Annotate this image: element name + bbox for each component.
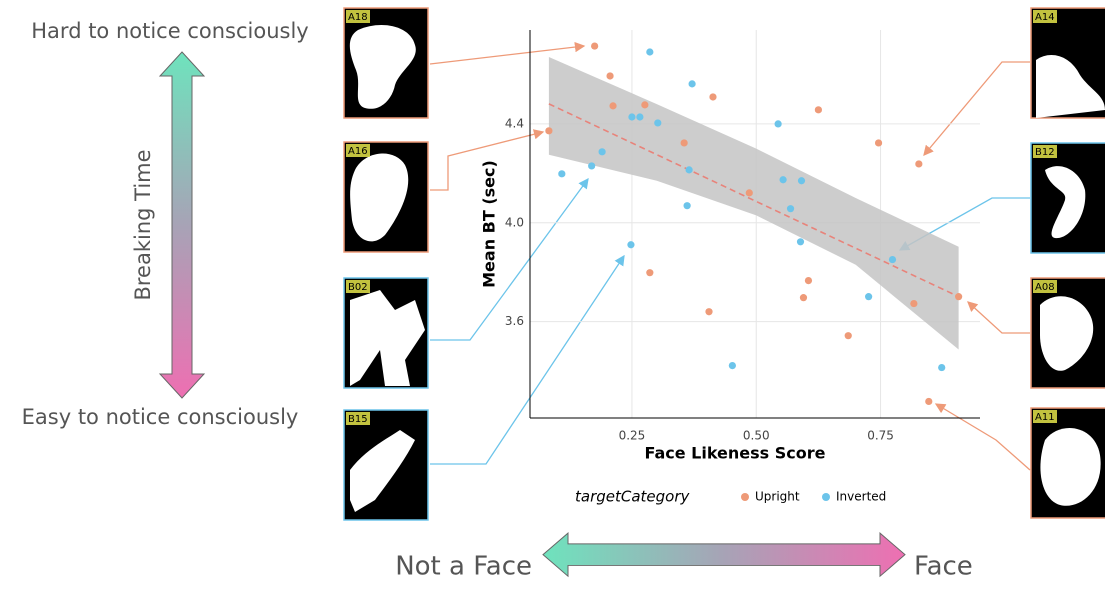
y-tick-label: 3.6 bbox=[505, 314, 524, 328]
double-arrow bbox=[543, 533, 905, 576]
point bbox=[798, 177, 805, 184]
annotation: Easy to notice consciously bbox=[22, 405, 299, 429]
point bbox=[598, 148, 605, 155]
thumbnail-label: B15 bbox=[348, 414, 368, 425]
point bbox=[800, 294, 807, 301]
point bbox=[729, 362, 736, 369]
x-axis-label: Face Likeness Score bbox=[644, 444, 825, 463]
thumbnail-label: A16 bbox=[348, 146, 368, 157]
thumbnail-label: A11 bbox=[1035, 412, 1055, 423]
point bbox=[688, 80, 695, 87]
point bbox=[709, 93, 716, 100]
confidence-band bbox=[549, 57, 959, 350]
point bbox=[746, 189, 753, 196]
legend-label: Upright bbox=[755, 490, 800, 504]
point bbox=[646, 269, 653, 276]
point bbox=[955, 293, 962, 300]
y-tick-label: 4.4 bbox=[505, 116, 524, 130]
thumbnail-label: A08 bbox=[1035, 282, 1055, 293]
point bbox=[636, 113, 643, 120]
point bbox=[797, 238, 804, 245]
annotation: Not a Face bbox=[395, 552, 532, 582]
annotation: Breaking Time bbox=[131, 149, 155, 300]
point bbox=[705, 308, 712, 315]
point bbox=[641, 101, 648, 108]
point bbox=[815, 106, 822, 113]
point bbox=[588, 162, 595, 169]
point bbox=[558, 170, 565, 177]
y-tick-label: 4.0 bbox=[505, 215, 524, 229]
double-arrow bbox=[160, 52, 204, 398]
point bbox=[627, 241, 634, 248]
annotation: Hard to notice consciously bbox=[31, 19, 308, 43]
annotation: Face bbox=[914, 552, 973, 582]
point bbox=[654, 119, 661, 126]
point bbox=[845, 332, 852, 339]
point bbox=[875, 139, 882, 146]
x-tick-label: 0.25 bbox=[619, 429, 646, 443]
point bbox=[938, 364, 945, 371]
point bbox=[925, 398, 932, 405]
point bbox=[686, 166, 693, 173]
y-axis-label: Mean BT (sec) bbox=[480, 160, 499, 288]
legend-swatch bbox=[822, 493, 830, 501]
point bbox=[646, 48, 653, 55]
point bbox=[609, 102, 616, 109]
point bbox=[591, 42, 598, 49]
point bbox=[681, 139, 688, 146]
point bbox=[684, 202, 691, 209]
legend-swatch bbox=[741, 493, 749, 501]
point bbox=[628, 113, 635, 120]
x-tick-label: 0.75 bbox=[867, 429, 894, 443]
point bbox=[779, 176, 786, 183]
thumbnail-label: A14 bbox=[1035, 12, 1055, 23]
point bbox=[865, 293, 872, 300]
plot: 3.6 4.0 4.4 0.25 0.50 0.75 Face Likeness Score… bbox=[480, 30, 981, 506]
point bbox=[910, 300, 917, 307]
point bbox=[787, 205, 794, 212]
point bbox=[545, 127, 552, 134]
figure: Hard to notice consciously Easy to notic… bbox=[0, 0, 1105, 588]
legend-label: Inverted bbox=[836, 490, 886, 504]
legend-title: targetCategory bbox=[575, 488, 691, 506]
thumbnail-label: A18 bbox=[348, 12, 368, 23]
point bbox=[915, 160, 922, 167]
point bbox=[775, 120, 782, 127]
x-tick-label: 0.50 bbox=[743, 429, 770, 443]
point bbox=[606, 72, 613, 79]
thumbnail-label: B12 bbox=[1035, 147, 1055, 158]
point bbox=[805, 277, 812, 284]
thumbnail-label: B02 bbox=[348, 282, 368, 293]
point bbox=[889, 256, 896, 263]
